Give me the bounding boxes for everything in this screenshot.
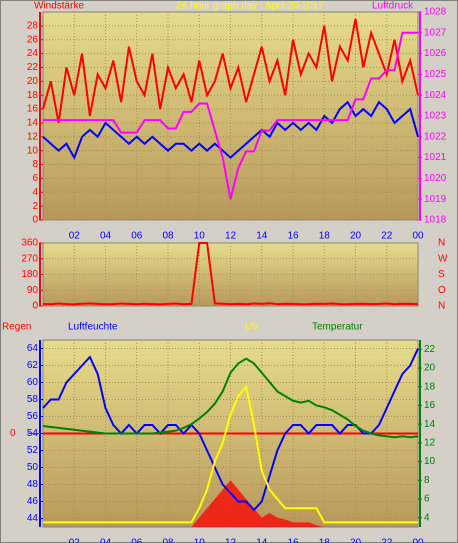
x-tick-label: 08 xyxy=(162,231,174,242)
direction-label: N xyxy=(438,238,445,249)
y2-tick-label: 1028 xyxy=(424,7,447,18)
y-tick-label: 60 xyxy=(27,377,39,388)
x-tick-label: 16 xyxy=(287,231,299,242)
y2-axis-title: Luftdruck xyxy=(372,1,414,12)
y-tick-label: 46 xyxy=(27,496,39,507)
line xyxy=(42,242,419,306)
y-tick-label: 18 xyxy=(27,90,39,101)
legend-label: Regen xyxy=(2,322,31,333)
legend-label: Luftfeuchte xyxy=(68,322,118,333)
y-tick-label: 2 xyxy=(32,201,38,212)
y3-tick-label: 0 xyxy=(10,428,16,439)
line xyxy=(43,384,418,524)
x-tick-label: 18 xyxy=(319,538,331,543)
y2-tick-label: 1021 xyxy=(424,152,447,163)
line xyxy=(42,357,419,439)
direction-label: N xyxy=(438,301,445,312)
y-tick-label: 10 xyxy=(27,145,39,156)
y2-tick-label: 1022 xyxy=(424,131,447,142)
y2-tick-label: 14 xyxy=(424,419,436,430)
y2-tick-label: 22 xyxy=(424,344,436,355)
y2-tick-label: 1026 xyxy=(424,48,447,59)
y-tick-label: 44 xyxy=(27,513,39,524)
y2-tick-label: 1024 xyxy=(424,90,447,101)
x-tick-label: 18 xyxy=(319,231,331,242)
y-tick-label: 56 xyxy=(27,411,39,422)
y-tick-label: 64 xyxy=(27,343,39,354)
y-tick-label: 28 xyxy=(27,21,39,32)
y-tick-label: 180 xyxy=(21,269,38,280)
y-tick-label: 0 xyxy=(32,301,38,312)
y2-tick-label: 1027 xyxy=(424,27,447,38)
y2-tick-label: 8 xyxy=(424,475,430,486)
x-tick-label: 20 xyxy=(350,538,362,543)
x-tick-label: 12 xyxy=(225,231,237,242)
y2-tick-label: 1020 xyxy=(424,173,447,184)
x-tick-label: 14 xyxy=(256,538,268,543)
x-tick-label: 06 xyxy=(131,231,143,242)
y2-tick-label: 1019 xyxy=(424,194,447,205)
y2-tick-label: 1023 xyxy=(424,111,447,122)
x-tick-label: 00 xyxy=(412,231,424,242)
direction-label: S xyxy=(438,269,445,280)
x-tick-label: 14 xyxy=(256,231,268,242)
x-tick-label: 16 xyxy=(287,538,299,543)
y-tick-label: 62 xyxy=(27,360,39,371)
y2-tick-label: 6 xyxy=(424,494,430,505)
x-tick-label: 06 xyxy=(131,538,143,543)
y2-tick-label: 12 xyxy=(424,437,436,448)
y2-tick-label: 1018 xyxy=(424,215,447,226)
line xyxy=(42,100,419,160)
y-tick-label: 360 xyxy=(21,238,38,249)
x-tick-label: 02 xyxy=(69,231,81,242)
plot-area xyxy=(42,11,419,221)
y2-tick-label: 10 xyxy=(424,456,436,467)
y-tick-label: 6 xyxy=(32,173,38,184)
line xyxy=(43,31,418,200)
legend-label: Temperatur xyxy=(312,322,363,333)
x-tick-label: 10 xyxy=(194,538,206,543)
area xyxy=(43,480,418,527)
x-tick-label: 08 xyxy=(162,538,174,543)
line xyxy=(42,18,419,124)
y-tick-label: 50 xyxy=(27,462,39,473)
y-tick-label: 22 xyxy=(27,62,39,73)
chart-title: 24 hour graph day : April 20 2017 xyxy=(176,1,324,12)
y-tick-label: 16 xyxy=(27,104,39,115)
y2-tick-label: 4 xyxy=(424,512,430,523)
direction-label: W xyxy=(438,253,448,264)
y-tick-label: 24 xyxy=(27,48,39,59)
y-tick-label: 4 xyxy=(32,187,38,198)
y-tick-label: 48 xyxy=(27,479,39,490)
x-tick-label: 02 xyxy=(69,538,81,543)
y2-tick-label: 20 xyxy=(424,363,436,374)
y-tick-label: 270 xyxy=(21,253,38,264)
x-tick-label: 04 xyxy=(100,231,112,242)
y-tick-label: 20 xyxy=(27,76,39,87)
x-tick-label: 20 xyxy=(350,231,362,242)
direction-label: O xyxy=(438,285,446,296)
y2-tick-label: 16 xyxy=(424,400,436,411)
y-tick-label: 0 xyxy=(32,215,38,226)
y-tick-label: 52 xyxy=(27,445,39,456)
y-tick-label: 90 xyxy=(27,285,39,296)
y-axis-title: Windstärke xyxy=(34,1,84,12)
y-tick-label: 14 xyxy=(27,118,39,129)
y-tick-label: 8 xyxy=(32,159,38,170)
x-tick-label: 00 xyxy=(412,538,424,543)
y2-tick-label: 18 xyxy=(424,381,436,392)
y2-tick-label: 1025 xyxy=(424,69,447,80)
x-tick-label: 22 xyxy=(381,231,393,242)
x-tick-label: 22 xyxy=(381,538,393,543)
y-tick-label: 12 xyxy=(27,131,39,142)
legend-label: UV xyxy=(245,322,259,333)
x-tick-label: 10 xyxy=(194,231,206,242)
y-tick-label: 26 xyxy=(27,34,39,45)
x-tick-label: 04 xyxy=(100,538,112,543)
y-tick-label: 58 xyxy=(27,394,39,405)
x-tick-label: 12 xyxy=(225,538,237,543)
